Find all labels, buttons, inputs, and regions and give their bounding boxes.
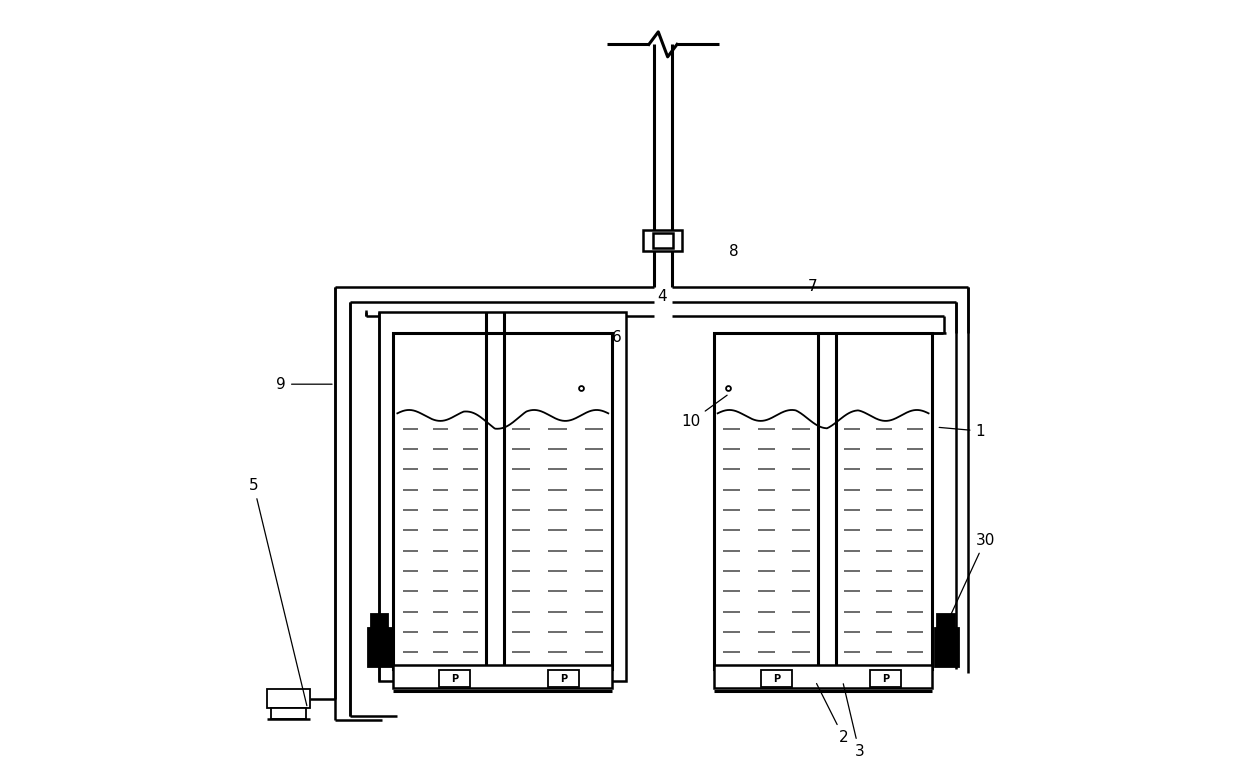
Bar — [714, 665, 932, 688]
Text: 6: 6 — [613, 330, 622, 345]
Bar — [937, 614, 955, 628]
Bar — [393, 333, 613, 670]
Text: P: P — [560, 673, 568, 684]
Bar — [371, 614, 388, 628]
Text: P: P — [773, 673, 780, 684]
Text: 10: 10 — [681, 395, 727, 429]
Bar — [379, 311, 626, 681]
Bar — [653, 233, 673, 248]
Text: 1: 1 — [939, 423, 985, 438]
Text: 5: 5 — [249, 478, 306, 706]
Text: P: P — [451, 673, 458, 684]
Bar — [935, 628, 959, 667]
Text: 3: 3 — [843, 684, 864, 759]
Bar — [760, 670, 792, 688]
Bar — [368, 628, 393, 667]
Text: 9: 9 — [277, 376, 332, 392]
Bar — [439, 670, 470, 688]
Bar — [272, 708, 305, 719]
Bar — [644, 230, 682, 252]
Text: 4: 4 — [657, 289, 667, 304]
Text: P: P — [882, 673, 889, 684]
Bar — [870, 670, 901, 688]
Bar — [267, 689, 310, 708]
Text: 2: 2 — [817, 684, 848, 745]
Bar — [548, 670, 579, 688]
Text: 30: 30 — [937, 533, 994, 644]
Bar — [393, 665, 613, 688]
Text: 7: 7 — [807, 279, 817, 294]
Bar — [714, 333, 932, 670]
Text: 8: 8 — [729, 244, 739, 259]
